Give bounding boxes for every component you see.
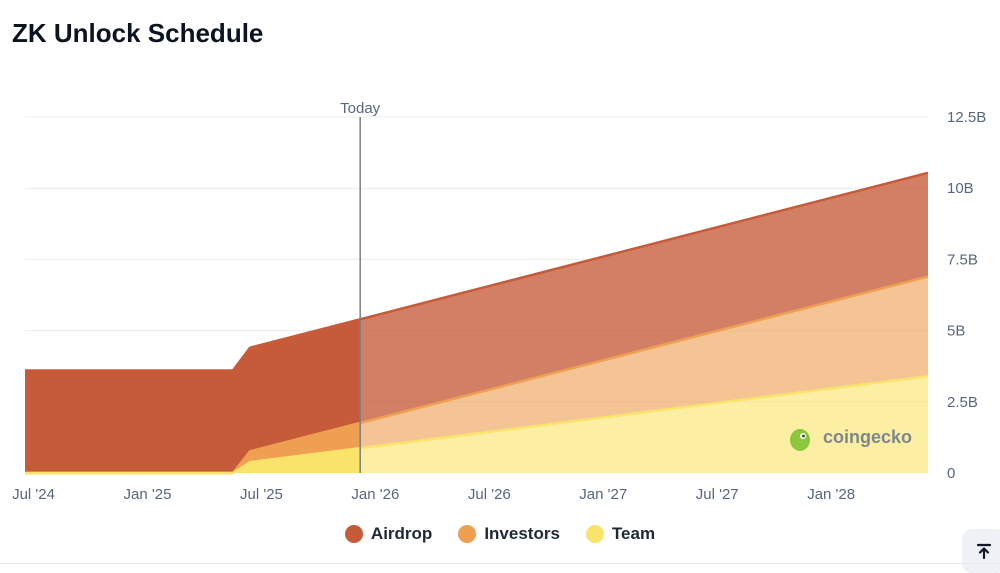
area-team-past (25, 448, 361, 473)
legend-dot-airdrop (344, 525, 363, 543)
coingecko-watermark (790, 429, 810, 451)
logo-pupil (802, 434, 805, 438)
coingecko-logo-icon (790, 429, 810, 451)
area-airdrop-future (360, 172, 928, 423)
x-tick-label: Jan '27 (579, 486, 627, 503)
x-tick-label: Jan '26 (351, 486, 399, 503)
x-tick-label: Jan '28 (807, 486, 855, 503)
coingecko-watermark-text: coingecko (823, 427, 912, 447)
legend-label-team: Team (611, 524, 656, 543)
arrow-up-to-line-icon (976, 543, 992, 559)
area-team-future (360, 376, 928, 473)
y-tick-label: 2.5B (947, 394, 978, 411)
x-tick-label: Jul '26 (468, 486, 511, 503)
chart-legend: Airdrop Investors Team (0, 524, 1000, 544)
y-tick-label: 5B (947, 323, 965, 340)
legend-label-investors: Investors (484, 524, 560, 543)
legend-item-airdrop[interactable]: Airdrop (344, 524, 433, 544)
page-title: ZK Unlock Schedule (12, 18, 264, 48)
legend-item-team[interactable]: Team (585, 524, 656, 544)
y-tick-label: 12.5B (947, 109, 986, 126)
legend-item-investors[interactable]: Investors (458, 524, 560, 544)
line-team (25, 374, 929, 475)
today-label: Today (340, 100, 381, 117)
area-investors-future (360, 276, 928, 449)
x-tick-label: Jul '25 (240, 486, 283, 503)
y-tick-label: 10B (947, 180, 974, 197)
legend-dot-investors (458, 525, 477, 543)
area-airdrop-past (25, 319, 361, 473)
legend-label-airdrop: Airdrop (370, 524, 433, 543)
y-tick-label: 7.5B (947, 251, 978, 268)
footer-divider (0, 563, 1000, 564)
unlock-chart[interactable]: 0 2.5B 5B 7.5B 10B 12.5B Today Jul '24 Jan '25 Ju… (0, 0, 1000, 520)
y-tick-label: 0 (947, 465, 955, 482)
legend-dot-team (585, 525, 604, 543)
x-tick-label: Jan '25 (124, 486, 172, 503)
x-tick-label: Jul '24 (12, 486, 55, 503)
x-tick-label: Jul '27 (696, 486, 739, 503)
scroll-to-top-button[interactable] (962, 529, 1000, 573)
area-investors-past (25, 422, 361, 473)
line-airdrop (25, 171, 929, 372)
